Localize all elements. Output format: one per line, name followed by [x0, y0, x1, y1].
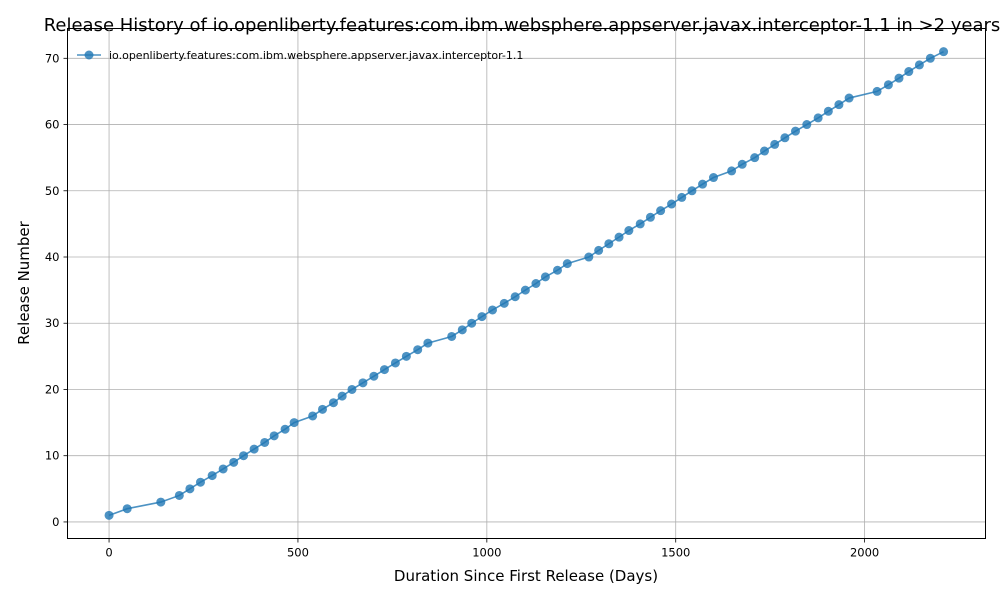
data-point: [207, 471, 217, 481]
data-point: [594, 245, 604, 255]
y-tick-label: 70: [45, 51, 60, 65]
x-tick-label: 0: [105, 546, 112, 560]
data-point: [834, 100, 844, 110]
data-point: [813, 113, 823, 123]
data-point: [844, 93, 854, 103]
data-point: [229, 457, 239, 467]
data-point: [635, 219, 645, 229]
grid: [67, 28, 986, 539]
data-point: [939, 47, 949, 57]
data-point: [413, 345, 423, 355]
chart-title: Release History of io.openliberty.featur…: [44, 15, 1000, 36]
data-point: [260, 437, 270, 447]
x-axis-label: Duration Since First Release (Days): [394, 567, 658, 585]
data-point: [520, 285, 530, 295]
x-tick-label: 500: [287, 546, 309, 560]
data-point: [925, 53, 935, 63]
data-point: [667, 199, 677, 209]
data-point: [369, 371, 379, 381]
data-point: [477, 312, 487, 322]
legend-label: io.openliberty.features:com.ibm.webspher…: [109, 49, 523, 62]
data-point: [894, 73, 904, 83]
data-point: [614, 232, 624, 242]
data-point: [727, 166, 737, 176]
x-ticks: 0 500 1000 1500 2000: [105, 538, 879, 560]
data-point: [308, 411, 318, 421]
data-point: [883, 80, 893, 90]
data-point: [770, 139, 780, 149]
data-point: [122, 504, 132, 514]
data-point: [358, 378, 368, 388]
data-point: [604, 239, 614, 249]
data-point: [423, 338, 433, 348]
data-point: [488, 305, 497, 315]
data-point: [390, 358, 400, 368]
data-point: [645, 212, 655, 222]
y-tick-label: 40: [45, 250, 60, 264]
data-point: [280, 424, 290, 434]
x-tick-label: 1000: [472, 546, 501, 560]
y-tick-label: 60: [45, 118, 60, 132]
data-point: [823, 106, 833, 116]
data-point: [552, 265, 562, 275]
series-layer: [104, 47, 949, 520]
x-tick-label: 2000: [850, 546, 879, 560]
data-point: [802, 120, 812, 130]
data-point: [239, 451, 249, 461]
data-point: [218, 464, 228, 474]
data-point: [780, 133, 790, 143]
data-point: [687, 186, 697, 196]
data-point: [531, 279, 541, 288]
data-point: [677, 192, 687, 202]
data-point: [737, 159, 747, 169]
legend-marker: [84, 50, 94, 60]
data-point: [510, 292, 520, 302]
y-axis-label: Release Number: [15, 220, 33, 344]
y-tick-label: 50: [45, 184, 60, 198]
data-point: [337, 391, 347, 401]
data-point: [872, 86, 882, 96]
legend: io.openliberty.features:com.ibm.webspher…: [77, 49, 523, 62]
data-point: [760, 146, 769, 156]
data-point: [347, 384, 357, 394]
data-point: [401, 351, 411, 361]
data-point: [904, 67, 914, 77]
y-tick-label: 10: [45, 449, 60, 463]
data-point: [750, 153, 760, 163]
data-point: [624, 226, 634, 236]
data-point: [914, 60, 924, 70]
data-point: [447, 331, 457, 341]
x-tick-label: 1500: [661, 546, 690, 560]
data-point: [656, 206, 666, 216]
y-tick-label: 30: [45, 316, 60, 330]
data-point: [457, 325, 467, 335]
data-point: [709, 173, 718, 183]
data-point: [318, 404, 327, 414]
plot-frame: [67, 28, 986, 539]
data-point: [540, 272, 550, 282]
data-point: [156, 497, 166, 507]
y-ticks: 0 10 20 30 40 50 60 70: [45, 51, 68, 529]
data-point: [185, 484, 195, 494]
data-point: [328, 398, 338, 408]
y-tick-label: 20: [45, 382, 60, 396]
data-point: [467, 318, 477, 328]
data-point: [562, 259, 572, 269]
data-point: [104, 510, 114, 520]
data-point: [790, 126, 800, 136]
data-point: [698, 179, 708, 189]
data-point: [379, 365, 389, 375]
data-point: [269, 431, 279, 441]
data-point: [174, 490, 184, 500]
data-point: [249, 444, 259, 454]
data-point: [289, 418, 299, 428]
data-point: [195, 477, 205, 487]
y-tick-label: 0: [52, 515, 59, 529]
data-point: [584, 252, 594, 262]
data-point: [499, 298, 509, 308]
